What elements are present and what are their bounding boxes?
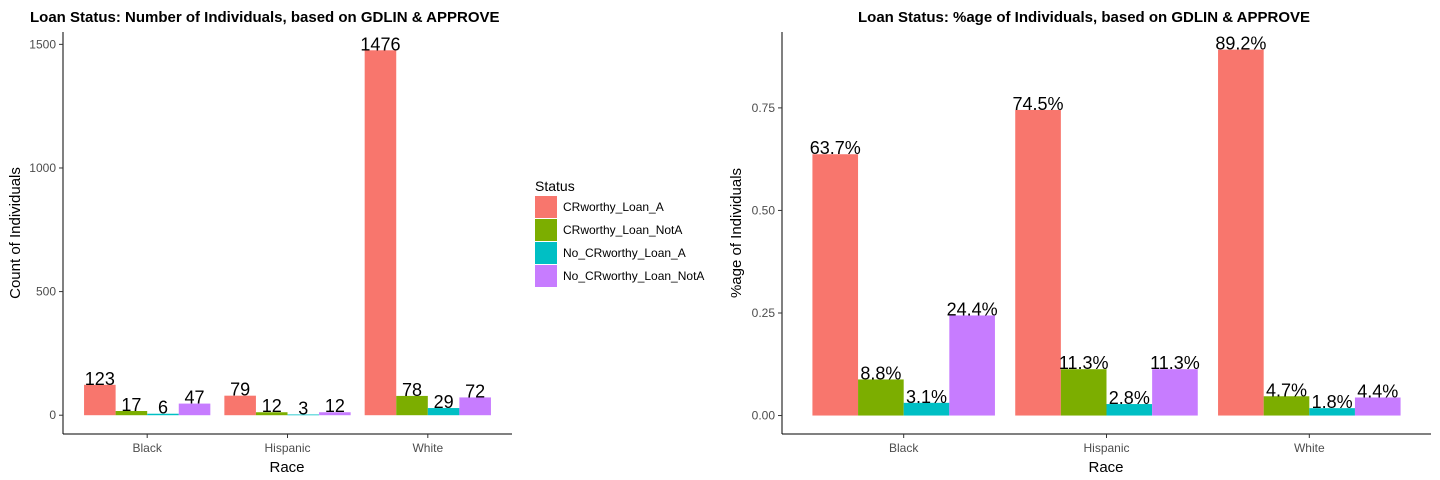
bar-CRworthy_Loan_A-Black	[812, 154, 859, 416]
bar-CRworthy_Loan_NotA-Hispanic	[1060, 369, 1107, 416]
bar-No_CRworthy_Loan_A-Black	[903, 402, 950, 416]
chart-count-panel: Loan Status: Number of Individuals, base…	[7, 9, 512, 476]
chart-percent-panel: Loan Status: %age of Individuals, based …	[728, 9, 1431, 476]
legend-title: Status	[535, 178, 575, 194]
data-label: 29	[434, 392, 454, 412]
bar-No_CRworthy_Loan_A-White	[427, 408, 460, 416]
data-label: 11.3%	[1150, 353, 1200, 373]
bar-No_CRworthy_Loan_NotA-Hispanic	[319, 412, 351, 416]
bar-No_CRworthy_Loan_A-Black	[147, 413, 179, 416]
bar-CRworthy_Loan_A-White	[1218, 49, 1264, 416]
bar-No_CRworthy_Loan_NotA-White	[459, 397, 491, 416]
data-label: 3.1%	[906, 387, 947, 407]
data-label: 123	[85, 369, 115, 389]
bar-CRworthy_Loan_NotA-White	[396, 395, 428, 416]
bar-CRworthy_Loan_A-Hispanic	[1015, 109, 1061, 416]
data-label: 72	[465, 381, 485, 401]
x-tick-label: White	[412, 441, 443, 455]
data-label: 11.3%	[1059, 353, 1109, 373]
bar-CRworthy_Loan_A-White	[364, 50, 397, 416]
data-label: 2.8%	[1109, 388, 1150, 408]
data-label: 4.7%	[1266, 380, 1307, 400]
data-label: 12	[262, 396, 282, 416]
legend-swatch	[535, 265, 557, 287]
data-label: 89.2%	[1215, 34, 1266, 54]
x-tick-label: Hispanic	[264, 441, 310, 455]
data-label: 74.5%	[1013, 94, 1064, 114]
legend: Status CRworthy_Loan_A CRworthy_Loan_NotA…	[535, 178, 704, 287]
bar-No_CRworthy_Loan_A-Hispanic	[1106, 404, 1153, 416]
y-tick-label: 500	[36, 285, 56, 299]
data-label: 1476	[360, 34, 400, 54]
x-axis-label: Race	[269, 459, 304, 476]
legend-label: CRworthy_Loan_NotA	[563, 223, 682, 237]
y-tick-label: 0.25	[752, 306, 776, 320]
data-label: 78	[402, 380, 422, 400]
y-tick-label: 0.75	[752, 101, 776, 115]
x-tick-label: Black	[133, 441, 163, 455]
bar-No_CRworthy_Loan_NotA-Black	[949, 315, 995, 416]
legend-label: CRworthy_Loan_A	[563, 200, 664, 214]
chart-title-percent: Loan Status: %age of Individuals, based …	[858, 9, 1310, 26]
bar-CRworthy_Loan_A-Hispanic	[224, 395, 256, 416]
y-axis-label: %age of Individuals	[728, 168, 745, 298]
data-label: 17	[121, 395, 141, 415]
y-tick-label: 0.50	[752, 203, 776, 217]
x-tick-label: White	[1294, 441, 1325, 455]
data-label: 1.8%	[1312, 392, 1353, 412]
legend-swatch	[535, 242, 557, 264]
bar-No_CRworthy_Loan_NotA-Hispanic	[1152, 369, 1198, 416]
chart-title-count: Loan Status: Number of Individuals, base…	[30, 9, 500, 26]
y-axis-label: Count of Individuals	[7, 167, 24, 299]
bar-CRworthy_Loan_NotA-Hispanic	[255, 412, 288, 416]
data-label: 4.4%	[1357, 381, 1398, 401]
data-label: 24.4%	[947, 299, 998, 319]
x-tick-label: Black	[889, 441, 919, 455]
legend-label: No_CRworthy_Loan_NotA	[563, 269, 704, 283]
data-label: 8.8%	[860, 363, 901, 383]
bar-CRworthy_Loan_A-Black	[84, 384, 116, 416]
bar-No_CRworthy_Loan_A-Hispanic	[287, 414, 320, 416]
data-label: 79	[230, 380, 250, 400]
data-label: 3	[298, 398, 308, 418]
bar-CRworthy_Loan_NotA-Black	[858, 379, 904, 416]
legend-label: No_CRworthy_Loan_A	[563, 246, 686, 260]
y-tick-label: 0.00	[752, 409, 776, 423]
bar-CRworthy_Loan_NotA-Black	[115, 411, 148, 416]
bar-No_CRworthy_Loan_A-White	[1309, 408, 1355, 416]
data-label: 47	[185, 388, 205, 408]
legend-swatch	[535, 196, 557, 218]
x-axis-label: Race	[1088, 459, 1123, 476]
data-label: 63.7%	[810, 138, 861, 158]
legend-swatch	[535, 219, 557, 241]
y-tick-label: 1000	[29, 161, 56, 175]
bar-No_CRworthy_Loan_NotA-Black	[178, 403, 211, 416]
data-label: 12	[325, 396, 345, 416]
y-tick-label: 1500	[29, 37, 56, 51]
bar-CRworthy_Loan_NotA-White	[1263, 396, 1310, 416]
x-tick-label: Hispanic	[1083, 441, 1129, 455]
bar-No_CRworthy_Loan_NotA-White	[1354, 397, 1401, 416]
y-tick-label: 0	[49, 408, 56, 422]
data-label: 6	[158, 398, 168, 418]
